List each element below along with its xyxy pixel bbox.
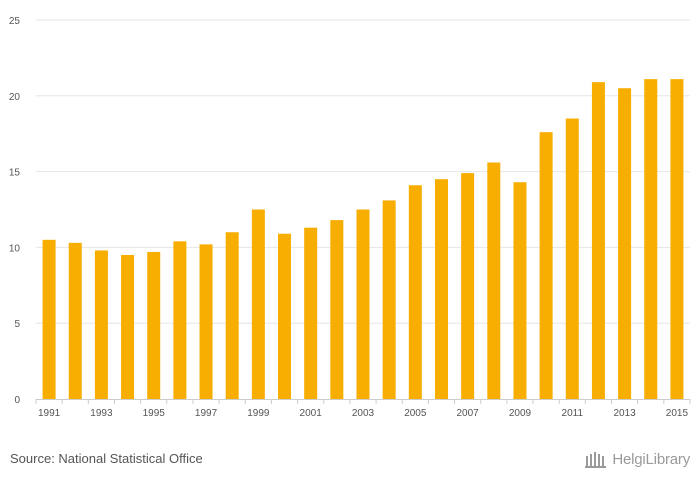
brand-logo[interactable]: HelgiLibrary	[584, 449, 690, 469]
bar-2009	[513, 182, 527, 399]
x-axis: 1991 1993 1995 1997 1999 2001 2003 2005 2007 2009…	[35, 399, 691, 419]
bar-2015	[670, 79, 684, 400]
x-tick-label: 2013	[613, 408, 636, 419]
bar-2014	[644, 79, 658, 400]
bar-2002	[330, 220, 344, 399]
x-tick-label: 1999	[247, 408, 270, 419]
library-icon	[585, 452, 607, 468]
bar-2006	[434, 179, 448, 399]
bar-1996	[173, 241, 187, 399]
bar-2005	[408, 185, 422, 399]
bar-2003	[356, 209, 370, 399]
bar-2008	[487, 162, 501, 399]
x-tick-label: 1995	[143, 408, 166, 419]
chart-bars	[42, 79, 684, 400]
bar-1997	[199, 244, 213, 399]
bar-2001	[304, 227, 318, 399]
x-tick-label: 2005	[404, 408, 427, 419]
bar-2011	[565, 118, 579, 399]
bar-2010	[539, 132, 553, 399]
bar-2004	[382, 200, 396, 399]
source-note: Source: National Statistical Office	[10, 451, 203, 466]
x-tick-label: 2015	[666, 408, 689, 419]
bar-1998	[225, 232, 239, 399]
bar-1995	[147, 251, 161, 399]
x-tick-label: 2003	[352, 408, 375, 419]
y-tick-label: 0	[14, 395, 20, 406]
x-tick-label: 2007	[457, 408, 480, 419]
bar-2007	[461, 173, 475, 399]
bar-2000	[278, 233, 292, 399]
bar-1999	[251, 209, 265, 399]
x-tick-label: 1991	[38, 408, 61, 419]
y-tick-label: 20	[9, 92, 21, 103]
y-tick-label: 10	[9, 243, 21, 254]
x-tick-label: 1993	[90, 408, 113, 419]
x-tick-label: 2009	[509, 408, 532, 419]
x-tick-label: 2011	[562, 408, 584, 419]
bar-1992	[68, 242, 82, 399]
x-tick-label: 1997	[195, 408, 218, 419]
brand-name: HelgiLibrary	[612, 450, 690, 468]
bar-1994	[121, 254, 135, 399]
bar-1991	[42, 239, 56, 399]
y-tick-label: 5	[14, 319, 20, 330]
bar-2013	[618, 88, 632, 399]
bar-chart: 0 5 10 15 20 25 1991 1993 1995 1997 1999 2001 2003 2…	[9, 16, 691, 419]
chart-grid	[36, 19, 690, 324]
x-tick-label: 2001	[300, 408, 323, 419]
bar-2012	[591, 82, 605, 399]
bar-1993	[94, 250, 108, 399]
y-tick-label: 15	[9, 168, 21, 179]
y-tick-label: 25	[9, 16, 21, 27]
y-axis: 0 5 10 15 20 25	[9, 16, 21, 406]
